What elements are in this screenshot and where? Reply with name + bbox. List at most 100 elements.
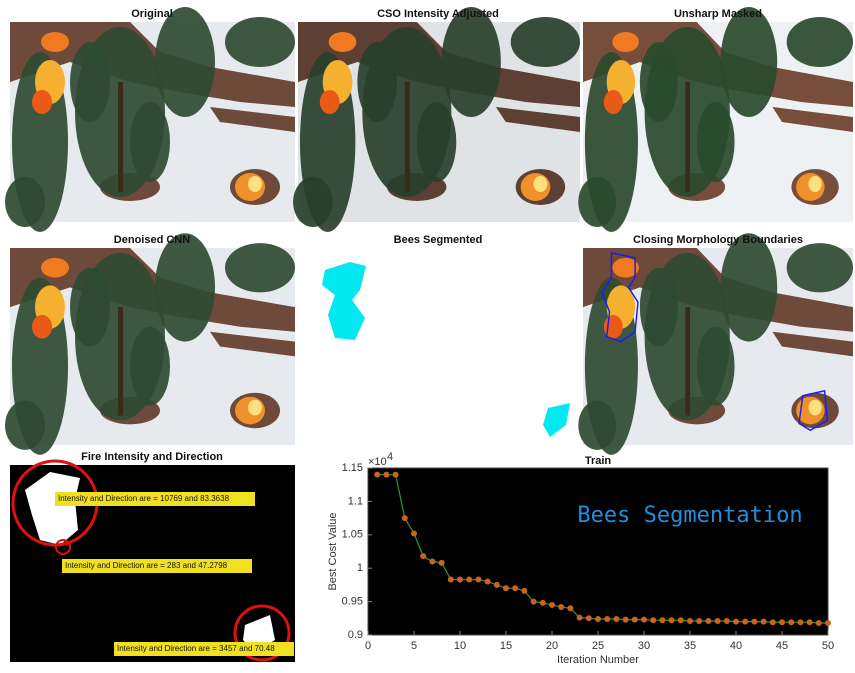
- x-tick-label: 45: [776, 640, 788, 652]
- data-point: [724, 618, 730, 624]
- y-tick-label: 0.9: [348, 629, 363, 641]
- tree: [640, 42, 678, 122]
- data-point: [807, 619, 813, 625]
- data-point: [393, 472, 399, 478]
- tree: [441, 7, 500, 117]
- data-point: [531, 599, 537, 605]
- y-tick-label: 1: [357, 562, 363, 574]
- fire: [533, 176, 547, 192]
- tree: [225, 243, 295, 292]
- y-multiplier: ×10: [368, 456, 387, 468]
- x-tick-label: 0: [365, 640, 371, 652]
- data-point: [816, 620, 822, 626]
- data-point: [439, 560, 445, 566]
- y-tick-label: 1.15: [342, 462, 363, 474]
- data-point: [604, 616, 610, 622]
- data-point: [503, 585, 509, 591]
- trunk: [118, 82, 123, 192]
- photo: [5, 7, 295, 232]
- fire: [248, 400, 262, 416]
- tree: [787, 243, 853, 292]
- fire: [604, 90, 623, 114]
- data-point: [494, 582, 500, 588]
- tree: [417, 102, 457, 182]
- tree: [578, 177, 616, 227]
- panel-title: Denoised CNN: [114, 234, 190, 246]
- plot-area: [368, 468, 828, 635]
- data-point: [512, 585, 518, 591]
- data-point: [641, 617, 647, 623]
- data-point: [521, 588, 527, 594]
- data-point: [779, 619, 785, 625]
- y-tick-label: 1.1: [348, 495, 363, 507]
- data-point: [420, 553, 426, 559]
- data-point: [411, 530, 417, 536]
- data-point: [374, 472, 380, 478]
- panel-title: Closing Morphology Boundaries: [633, 234, 803, 246]
- data-point: [577, 615, 583, 621]
- fire: [320, 90, 340, 114]
- tree: [357, 42, 397, 122]
- photo: [578, 233, 853, 455]
- tree: [697, 102, 735, 182]
- fire-panel: Intensity and Direction are = 10769 and …: [10, 461, 295, 662]
- tree: [155, 7, 215, 117]
- data-point: [678, 617, 684, 623]
- data-point: [669, 617, 675, 623]
- tree: [697, 327, 735, 406]
- data-point: [613, 616, 619, 622]
- data-point: [770, 619, 776, 625]
- data-point: [742, 619, 748, 625]
- trunk: [685, 82, 690, 192]
- tree: [225, 17, 295, 67]
- annotation: Intensity and Direction are = 283 and 47…: [65, 561, 228, 570]
- data-point: [687, 618, 693, 624]
- tree: [787, 17, 853, 67]
- x-tick-label: 15: [500, 640, 512, 652]
- data-point: [623, 617, 629, 623]
- fire: [41, 258, 69, 278]
- x-tick-label: 10: [454, 640, 466, 652]
- y-multiplier-exponent: 4: [387, 451, 393, 463]
- panel-title: Bees Segmented: [394, 234, 483, 246]
- data-point: [448, 577, 454, 583]
- tree: [293, 177, 333, 227]
- panel-title: CSO Intensity Adjusted: [377, 8, 499, 20]
- tree: [720, 7, 777, 117]
- data-point: [788, 619, 794, 625]
- data-point: [705, 618, 711, 624]
- x-tick-label: 20: [546, 640, 558, 652]
- data-point: [751, 619, 757, 625]
- data-point: [825, 620, 831, 626]
- tree: [720, 233, 777, 341]
- data-point: [650, 617, 656, 623]
- x-axis-label: Iteration Number: [557, 654, 639, 666]
- data-point: [567, 605, 573, 611]
- trunk: [405, 82, 410, 192]
- panel-title: Original: [131, 8, 173, 20]
- fire: [612, 32, 639, 52]
- data-point: [715, 618, 721, 624]
- panel-title: Unsharp Masked: [674, 8, 762, 20]
- photo: [5, 233, 295, 455]
- y-axis-label: Best Cost Value: [327, 512, 339, 590]
- tree: [578, 401, 616, 450]
- data-point: [466, 577, 472, 583]
- data-point: [558, 604, 564, 610]
- data-point: [586, 615, 592, 621]
- data-point: [457, 577, 463, 583]
- fire: [41, 32, 69, 52]
- figure: Intensity and Direction are = 10769 and …: [0, 0, 855, 668]
- segmentation: [298, 248, 580, 445]
- data-point: [632, 617, 638, 623]
- annotation: Intensity and Direction are = 10769 and …: [58, 494, 230, 503]
- data-point: [429, 559, 435, 565]
- fire: [248, 176, 262, 192]
- tree: [70, 268, 110, 347]
- fire: [329, 32, 357, 52]
- fire: [808, 400, 821, 416]
- tree: [5, 401, 45, 450]
- data-point: [402, 515, 408, 521]
- x-tick-label: 40: [730, 640, 742, 652]
- tree: [640, 268, 678, 347]
